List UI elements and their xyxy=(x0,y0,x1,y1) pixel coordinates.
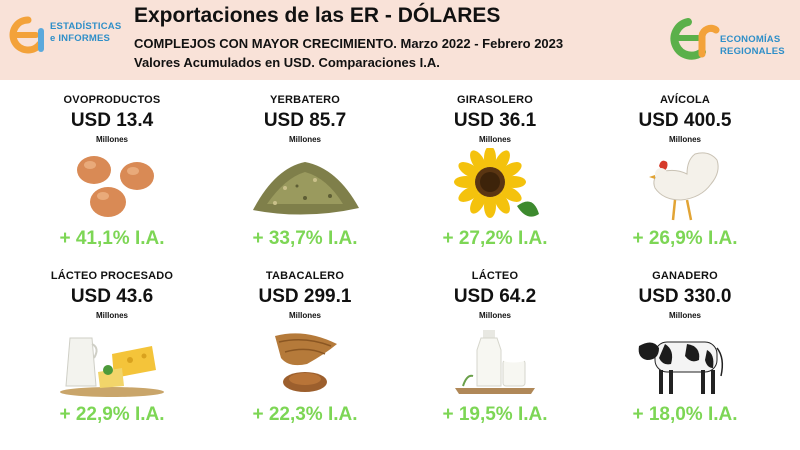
tobacco-icon xyxy=(245,324,365,400)
card-growth: + 19,5% I.A. xyxy=(442,404,548,425)
milk-icon xyxy=(435,324,555,400)
card-value: USD 330.0 xyxy=(638,286,732,307)
card-unit: Millones xyxy=(288,311,321,320)
card-name: GANADERO xyxy=(652,270,718,282)
card-unit: Millones xyxy=(478,311,511,320)
sunflower-icon xyxy=(435,148,555,224)
card-unit: Millones xyxy=(288,135,321,144)
page-subtitle: COMPLEJOS CON MAYOR CRECIMIENTO. Marzo 2… xyxy=(134,36,564,51)
estadisticas-informes-logo: ESTADÍSTICAS e INFORMES xyxy=(6,14,126,58)
card-name: GIRASOLERO xyxy=(457,94,533,106)
card-growth: + 22,3% I.A. xyxy=(252,404,358,425)
card-name: AVÍCOLA xyxy=(659,94,711,106)
page-title: Exportaciones de las ER - DÓLARES xyxy=(134,4,501,27)
cheese-milk-icon xyxy=(52,324,172,400)
yerba-mate-icon xyxy=(245,148,365,224)
card-name: OVOPRODUCTOS xyxy=(63,94,161,106)
card-name: LÁCTEO PROCESADO xyxy=(50,270,174,282)
card-name: TABACALERO xyxy=(265,270,345,282)
er-logo-icon xyxy=(670,18,720,60)
card-value: USD 400.5 xyxy=(638,110,732,131)
card-avicola: AVÍCOLA USD 400.5 Millones + 26,9% I.A. xyxy=(585,94,785,250)
card-value: USD 43.6 xyxy=(70,286,154,307)
card-growth: + 26,9% I.A. xyxy=(632,228,738,249)
card-girasolero: GIRASOLERO USD 36.1 Millones xyxy=(395,94,595,250)
card-yerbatero: YERBATERO USD 85.7 Millones + 33,7% I.A. xyxy=(205,94,405,250)
left-logo-line1: ESTADÍSTICAS xyxy=(50,21,122,32)
cow-icon xyxy=(625,324,745,400)
page-subtitle-2: Valores Acumulados en USD. Comparaciones… xyxy=(134,55,440,70)
card-unit: Millones xyxy=(95,311,128,320)
card-growth: + 41,1% I.A. xyxy=(59,228,165,249)
header: ESTADÍSTICAS e INFORMES Exportaciones de… xyxy=(0,0,800,80)
eggs-icon xyxy=(52,148,172,224)
card-unit: Millones xyxy=(668,311,701,320)
card-ovoproductos: OVOPRODUCTOS USD 13.4 Millones + 41,1% I… xyxy=(12,94,212,250)
right-logo-line1: ECONOMÍAS xyxy=(720,34,781,45)
card-lacteo: LÁCTEO USD 64.2 Millones + 19,5% I.A. xyxy=(395,270,595,426)
card-value: USD 85.7 xyxy=(263,110,347,131)
card-value: USD 36.1 xyxy=(453,110,537,131)
card-name: YERBATERO xyxy=(269,94,341,106)
right-logo-line2: REGIONALES xyxy=(720,46,785,57)
card-unit: Millones xyxy=(478,135,511,144)
card-lacteo-procesado: LÁCTEO PROCESADO USD 43.6 Millones + 22,… xyxy=(12,270,212,426)
card-tabacalero: TABACALERO USD 299.1 Millones + 22,3% I.… xyxy=(205,270,405,426)
card-name: LÁCTEO xyxy=(471,270,519,282)
card-value: USD 64.2 xyxy=(453,286,537,307)
economias-regionales-logo: ECONOMÍAS REGIONALES xyxy=(668,14,796,64)
chicken-icon xyxy=(625,148,745,224)
card-growth: + 27,2% I.A. xyxy=(442,228,548,249)
card-growth: + 33,7% I.A. xyxy=(252,228,358,249)
left-logo-line2: e INFORMES xyxy=(50,33,111,44)
card-value: USD 13.4 xyxy=(70,110,154,131)
card-growth: + 18,0% I.A. xyxy=(632,404,738,425)
card-unit: Millones xyxy=(95,135,128,144)
ei-logo-icon xyxy=(9,16,44,54)
card-unit: Millones xyxy=(668,135,701,144)
card-value: USD 299.1 xyxy=(258,286,352,307)
card-ganadero: GANADERO USD 330.0 Millones + 18,0% I.A. xyxy=(585,270,785,426)
card-growth: + 22,9% I.A. xyxy=(59,404,165,425)
